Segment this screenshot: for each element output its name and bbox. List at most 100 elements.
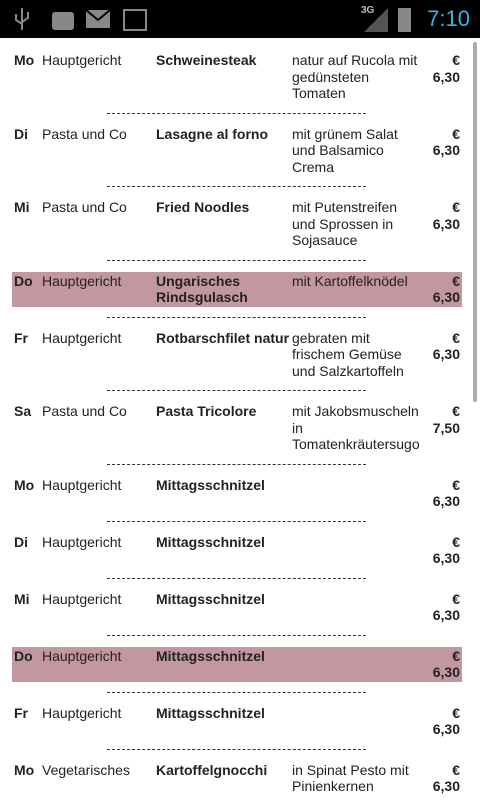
separator (107, 186, 366, 187)
price-cell: €6,30 (422, 648, 460, 681)
currency: € (452, 272, 460, 289)
price: 6,30 (432, 607, 460, 623)
price: 6,30 (432, 68, 460, 85)
menu-row[interactable]: Do Hauptgericht Mittagsschnitzel €6,30 (12, 646, 462, 682)
currency: € (452, 199, 460, 215)
category: Pasta und Co (42, 403, 127, 419)
price: 7,50 (432, 419, 460, 436)
day: Mo (14, 52, 35, 68)
category: Hauptgericht (42, 647, 122, 664)
network-type: 3G (361, 5, 375, 16)
separator (107, 463, 366, 465)
status-bar: 3G 7:10 (0, 0, 480, 38)
category: Hauptgericht (42, 52, 122, 68)
menu-list: Mo Hauptgericht Schweinesteak natur auf Ruc… (0, 38, 480, 800)
price-cell: €6,30 (422, 705, 460, 738)
description (292, 477, 422, 510)
menu-row[interactable]: Mi Hauptgericht Mittagsschnitzel €6,30 (12, 590, 462, 625)
status-right-icons (364, 8, 411, 32)
separator (107, 316, 366, 318)
currency: € (452, 704, 460, 721)
price-cell: €6,30 (422, 762, 460, 795)
description: mit Putenstreifen und Sprossen in Sojasa… (292, 199, 398, 248)
description (292, 705, 422, 738)
clock: 7:10 (427, 6, 470, 31)
dish: Mittagsschnitzel (156, 704, 265, 721)
currency: € (452, 125, 460, 142)
day: Fr (14, 704, 28, 721)
price: 6,30 (432, 778, 460, 794)
menu-row[interactable]: Fr Hauptgericht Rotbarschfilet natur gebrat… (12, 329, 462, 381)
category: Hauptgericht (42, 329, 122, 346)
menu-row[interactable]: Mo Hauptgericht Mittagsschnitzel €6,30 (12, 476, 462, 511)
price-cell: €6,30 (422, 199, 460, 249)
day: Fr (14, 329, 28, 346)
description (292, 534, 422, 567)
separator (107, 748, 366, 750)
scrollbar (473, 42, 477, 402)
menu-row[interactable]: Do Hauptgericht Ungarisches Rindsgulasch mi… (12, 271, 462, 307)
dish: Mittagsschnitzel (156, 476, 265, 493)
price-cell: €6,30 (422, 591, 460, 624)
day: Di (14, 533, 28, 550)
separator (107, 259, 366, 261)
menu-row[interactable]: Mo Hauptgericht Schweinesteak natur auf Ruc… (12, 51, 462, 103)
menu-row[interactable]: Di Hauptgericht Mittagsschnitzel €6,30 (12, 533, 462, 568)
dish: Rotbarschfilet natur (156, 329, 290, 346)
currency: € (452, 647, 460, 664)
day: Do (14, 272, 33, 289)
currency: € (452, 52, 460, 68)
category: Vegetarisches (42, 761, 130, 778)
android-icon (52, 12, 74, 30)
menu-row[interactable]: Fr Hauptgericht Mittagsschnitzel €6,30 (12, 704, 462, 739)
price: 6,30 (432, 493, 460, 509)
menu-row[interactable]: Sa Pasta und Co Pasta Tricolore mit Jakobsm… (12, 402, 462, 454)
category: Hauptgericht (42, 476, 122, 493)
signal-icon (364, 8, 388, 32)
price: 6,30 (432, 289, 460, 305)
dish: Fried Noodles (156, 199, 250, 215)
description: mit Jakobsmuscheln in Tomatenkräutersugo (292, 403, 420, 452)
currency: € (452, 590, 460, 607)
battery-icon (398, 8, 411, 32)
separator (107, 634, 366, 636)
separator (107, 390, 366, 391)
separator (107, 691, 366, 693)
dish: Lasagne al forno (156, 125, 269, 142)
price-cell: €6,30 (422, 477, 460, 510)
menu-row[interactable]: Mo Vegetarisches Kartoffelgnocchi in Spinat… (12, 761, 462, 796)
category: Hauptgericht (42, 272, 122, 289)
dish: Kartoffelgnocchi (156, 761, 268, 778)
price-cell: €7,50 (422, 403, 460, 453)
currency: € (452, 761, 460, 778)
menu-row[interactable]: Mi Pasta und Co Fried Noodles mit Putenstre… (12, 198, 462, 250)
price-cell: €6,30 (422, 126, 460, 176)
menu-row[interactable]: Di Pasta und Co Lasagne al forno mit grünem… (12, 125, 462, 177)
category: Hauptgericht (42, 590, 122, 607)
description: natur auf Rucola mit gedünsteten Tomaten (292, 52, 418, 101)
dish: Mittagsschnitzel (156, 533, 265, 550)
category: Pasta und Co (42, 199, 127, 215)
day: Mo (14, 761, 35, 778)
currency: € (452, 476, 460, 493)
dish: Pasta Tricolore (156, 403, 257, 419)
separator (107, 112, 366, 114)
calendar-icon (123, 9, 147, 31)
description: mit Kartoffelknödel (292, 272, 408, 289)
category: Pasta und Co (42, 125, 127, 142)
price: 6,30 (432, 346, 460, 362)
separator (107, 577, 366, 579)
price: 6,30 (432, 721, 460, 737)
currency: € (452, 403, 460, 419)
day: Mi (14, 590, 30, 607)
mail-flap (85, 9, 111, 22)
description: mit grünem Salat und Balsamico Crema (292, 125, 398, 175)
day: Sa (14, 403, 32, 419)
price-cell: €6,30 (422, 273, 460, 306)
status-icons (15, 8, 147, 31)
currency: € (452, 533, 460, 550)
dish: Ungarisches Rindsgulasch (156, 272, 248, 306)
day: Di (14, 125, 28, 142)
price-cell: €6,30 (422, 52, 460, 102)
category: Hauptgericht (42, 533, 122, 550)
